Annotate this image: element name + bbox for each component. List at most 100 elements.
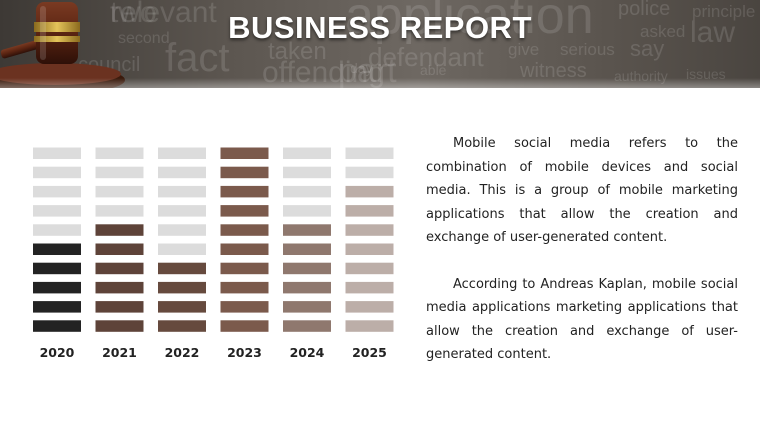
bar-segment-filled [283, 262, 331, 275]
bar-segment-filled [220, 262, 269, 275]
x-tick-label: 2025 [352, 345, 387, 360]
bar-segment-filled [283, 320, 331, 332]
paragraph-1: Mobile social media refers to the combin… [426, 136, 738, 245]
bar-column-2022 [158, 147, 206, 332]
background-word: fact [165, 36, 230, 80]
bar-column-2024 [283, 147, 331, 332]
x-tick-label: 2022 [165, 345, 200, 360]
x-tick-label: 2023 [227, 345, 262, 360]
bar-segment-filled [220, 147, 269, 159]
bar-segment-filled [95, 262, 144, 275]
bar-segment-filled [95, 301, 144, 313]
bar-segment-filled [345, 185, 394, 198]
bar-segment-filled [220, 243, 269, 255]
bar-column-2025 [345, 147, 394, 332]
bar-segment-empty [33, 205, 81, 217]
background-word: serious [560, 40, 615, 59]
bar-segment-empty [158, 147, 206, 159]
x-tick-label: 2024 [290, 345, 325, 360]
bar-segment-empty [283, 185, 331, 198]
bar-segment-filled [158, 262, 206, 275]
bar-segment-empty [283, 166, 331, 179]
bar-segment-filled [220, 185, 269, 198]
page-title: BUSINESS REPORT [228, 10, 532, 45]
background-word: part [338, 52, 397, 88]
background-word: give [508, 40, 540, 59]
background-word: second [118, 30, 170, 47]
bar-segment-filled [345, 281, 394, 294]
bar-segment-empty [95, 166, 144, 179]
background-word: relevant [110, 0, 217, 29]
background-word: witness [520, 60, 587, 82]
x-tick-label: 2021 [102, 345, 137, 360]
background-word: defendant [368, 42, 484, 72]
background-word: two [110, 0, 157, 29]
bar-segment-empty [158, 166, 206, 179]
bar-segment-filled [158, 281, 206, 294]
bar-segment-filled [33, 243, 81, 255]
bar-segment-filled [220, 205, 269, 217]
bar-column-2021 [95, 147, 144, 332]
bar-segment-empty [345, 166, 394, 179]
bar-segment-filled [283, 224, 331, 236]
bar-segment-empty [158, 205, 206, 217]
bar-segment-empty [95, 205, 144, 217]
bar-segment-filled [33, 281, 81, 294]
bar-segment-filled [345, 262, 394, 275]
background-word: taken [268, 38, 327, 65]
background-words: relevant application police principle asked l… [0, 0, 760, 88]
bar-segment-empty [158, 185, 206, 198]
background-word: say [630, 36, 665, 61]
background-word: application [345, 0, 594, 45]
bar-segment-filled [345, 301, 394, 313]
bar-segment-empty [95, 185, 144, 198]
gavel-icon [0, 2, 125, 88]
bar-segment-filled [283, 301, 331, 313]
bar-segment-filled [158, 320, 206, 332]
background-word: offending [262, 56, 385, 88]
bar-segment-filled [95, 320, 144, 332]
background-word: day [350, 60, 373, 76]
segmented-bar-chart: 2020 2021 2022 2023 2024 2025 [33, 147, 394, 360]
bar-segment-filled [95, 224, 144, 236]
bar-column-2023 [220, 147, 269, 332]
bar-segment-empty [33, 224, 81, 236]
bar-segment-filled [33, 301, 81, 313]
background-word: asked [640, 22, 686, 41]
bar-segment-empty [33, 166, 81, 179]
bar-segment-filled [220, 320, 269, 332]
bar-segment-filled [345, 205, 394, 217]
bar-segment-empty [33, 147, 81, 159]
bar-segment-empty [33, 185, 81, 198]
bar-segment-filled [220, 301, 269, 313]
bar-segment-filled [33, 320, 81, 332]
background-word: police [618, 0, 671, 20]
background-word: law [690, 16, 736, 49]
bar-segment-empty [283, 147, 331, 159]
bar-segment-filled [33, 262, 81, 275]
bar-segment-filled [283, 281, 331, 294]
x-tick-label: 2020 [40, 345, 75, 360]
bar-segment-filled [283, 243, 331, 255]
bar-segment-filled [220, 166, 269, 179]
bar-segment-filled [345, 320, 394, 332]
banner-shade [0, 78, 760, 88]
background-word: able [420, 62, 447, 78]
bar-segment-filled [95, 243, 144, 255]
background-word: principle [692, 2, 756, 21]
bar-segment-empty [345, 147, 394, 159]
header-banner: relevant application police principle asked l… [0, 0, 760, 88]
bar-segment-filled [220, 281, 269, 294]
paragraph-2: According to Andreas Kaplan, mobile soci… [426, 276, 738, 363]
bar-segment-filled [220, 224, 269, 236]
description-text: Mobile social media refers to the combin… [426, 132, 738, 367]
bar-segment-filled [95, 281, 144, 294]
bar-segment-filled [158, 301, 206, 313]
bar-segment-filled [345, 243, 394, 255]
bar-segment-empty [158, 224, 206, 236]
bar-segment-empty [283, 205, 331, 217]
background-word: issues [686, 66, 726, 82]
bar-segment-empty [158, 243, 206, 255]
bar-segment-empty [95, 147, 144, 159]
bar-segment-filled [345, 224, 394, 236]
